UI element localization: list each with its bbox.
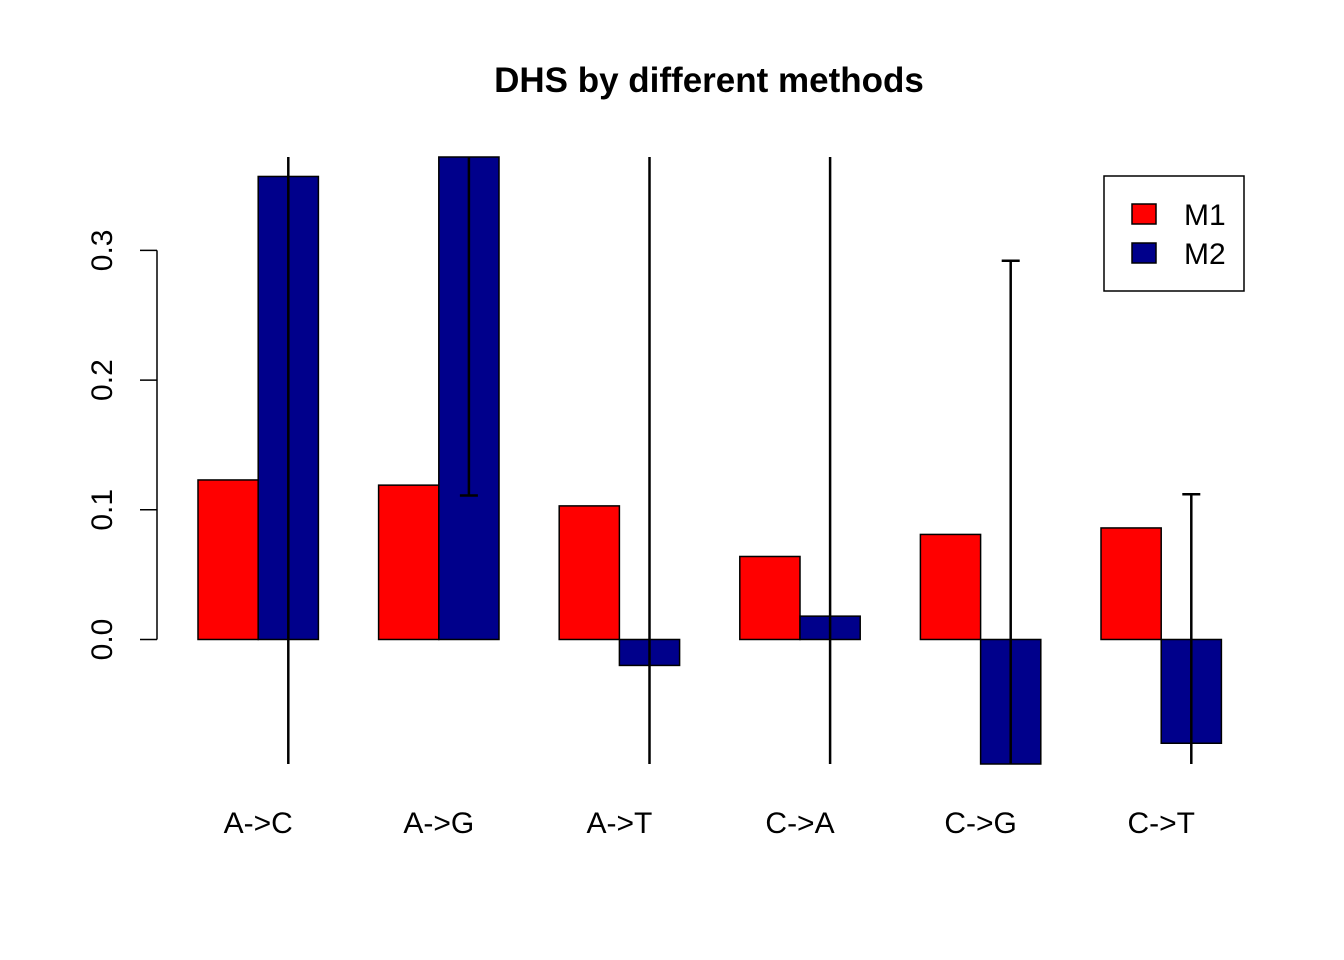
x-category-label: A->T	[586, 807, 652, 840]
bar-m1-4	[919, 533, 982, 641]
legend-label-m1: M1	[1184, 199, 1226, 232]
bar-m1-2	[558, 505, 621, 641]
bar-m1-3	[739, 555, 801, 641]
bars	[197, 156, 1223, 765]
error-bars	[287, 157, 1201, 764]
chart-title: DHS by different methods	[494, 61, 924, 100]
x-category-label: C->A	[765, 807, 834, 840]
legend-label-m2: M2	[1184, 238, 1226, 271]
bar-m1-1	[377, 484, 440, 641]
y-tick-label: 0.0	[86, 619, 119, 661]
legend-swatch-m1	[1131, 203, 1157, 225]
y-tick-label: 0.3	[86, 230, 119, 272]
x-category-label: C->G	[944, 807, 1017, 840]
bar-m1-5	[1100, 527, 1162, 641]
legend-swatch-m2	[1131, 242, 1157, 264]
legend-box	[1103, 175, 1245, 292]
y-tick-label: 0.2	[86, 359, 119, 401]
x-axis-labels: A->C A->G A->T C->A C->G C->T	[224, 807, 1195, 840]
x-category-label: A->C	[224, 807, 293, 840]
bar-m1-0	[197, 479, 259, 641]
y-tick-label: 0.1	[86, 489, 119, 531]
x-category-label: A->G	[403, 807, 474, 840]
y-axis: 0.0 0.1 0.2 0.3	[86, 230, 158, 661]
x-category-label: C->T	[1127, 807, 1195, 840]
